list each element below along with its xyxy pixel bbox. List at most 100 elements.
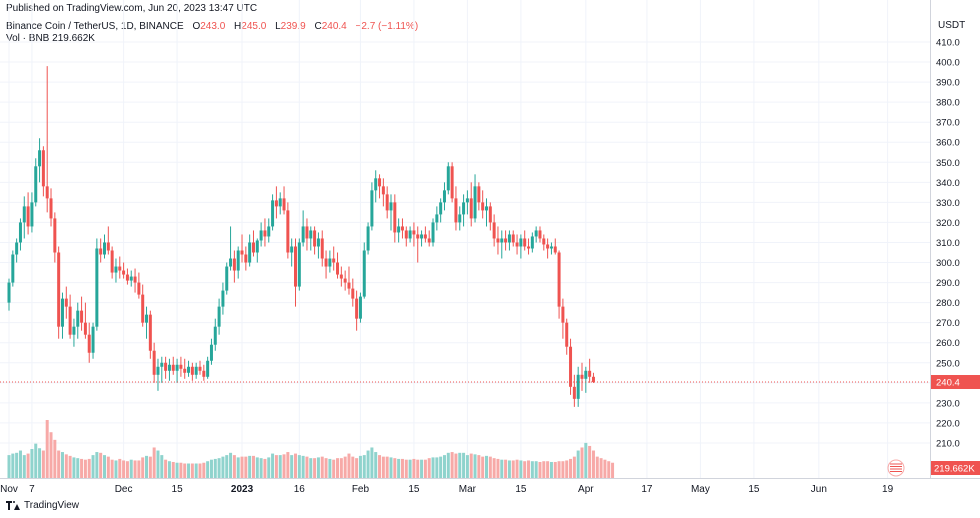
volume-value: 219.662K: [52, 33, 95, 44]
volume-bar: [553, 461, 557, 478]
candle-body: [297, 242, 301, 287]
volume-bar: [576, 450, 580, 478]
candle-body: [171, 364, 175, 371]
candle-body: [202, 370, 206, 377]
candle-body: [546, 244, 550, 249]
volume-bar: [530, 461, 534, 478]
volume-bar: [148, 456, 152, 478]
candle-body: [339, 274, 343, 279]
candle-body: [465, 198, 469, 203]
candle-body: [114, 266, 118, 273]
x-tick-label: Nov: [0, 484, 18, 495]
y-tick-label: 340.0: [936, 178, 960, 189]
candle-body: [83, 322, 87, 335]
volume-bar: [549, 461, 553, 478]
volume-bar: [194, 463, 198, 478]
low-label: L: [275, 21, 281, 32]
x-tick-label: Feb: [352, 484, 370, 495]
volume-bar: [607, 461, 611, 478]
volume-bar: [64, 454, 68, 478]
volume-bar: [488, 456, 492, 478]
volume-bar: [49, 432, 53, 478]
y-tick-label: 370.0: [936, 118, 960, 129]
volume-bar: [519, 460, 523, 478]
volume-bar: [454, 453, 458, 478]
volume-label[interactable]: Vol · BNB: [6, 33, 50, 44]
y-tick-label: 330.0: [936, 198, 960, 209]
volume-bar: [504, 459, 508, 478]
volume-bar: [404, 459, 408, 478]
volume-bar: [137, 460, 141, 478]
volume-bar: [26, 453, 30, 478]
volume-bar: [30, 449, 34, 478]
symbol-name[interactable]: Binance Coin / TetherUS, 1D, BINANCE: [6, 21, 184, 32]
volume-bar: [313, 458, 317, 478]
candle-body: [152, 350, 156, 375]
volume-bar: [45, 420, 49, 478]
volume-bar: [99, 452, 103, 478]
volume-bar: [381, 456, 385, 478]
candle-body: [313, 230, 317, 247]
y-tick-label: 230.0: [936, 398, 960, 409]
candle-body: [26, 206, 30, 227]
last-price-label: 240.4: [936, 378, 960, 389]
candle-body: [584, 370, 588, 379]
candle-body: [324, 258, 328, 267]
volume-bar: [41, 450, 45, 478]
candle-body: [148, 314, 152, 351]
candle-body: [125, 274, 129, 281]
volume-bar: [378, 455, 382, 478]
volume-bar: [389, 457, 393, 478]
volume-bar: [152, 447, 156, 478]
volume-bar: [297, 455, 301, 478]
y-tick-label: 310.0: [936, 238, 960, 249]
candle-body: [427, 238, 431, 243]
volume-bar: [240, 456, 244, 478]
candle-body: [255, 240, 259, 253]
candle-body: [137, 282, 141, 295]
x-tick-label: 15: [748, 484, 760, 495]
volume-bar: [164, 459, 168, 478]
y-tick-label: 270.0: [936, 318, 960, 329]
volume-bar: [167, 461, 171, 478]
x-tick-label: 19: [882, 484, 894, 495]
volume-bar: [435, 457, 439, 478]
candle-body: [565, 322, 569, 347]
volume-bar: [439, 456, 443, 478]
volume-bar: [442, 455, 446, 478]
volume-bar: [309, 458, 313, 478]
x-tick-label: 16: [294, 484, 306, 495]
volume-bar: [271, 453, 275, 478]
candle-body: [385, 194, 389, 211]
y-tick-label: 360.0: [936, 138, 960, 149]
candle-body: [110, 250, 114, 273]
x-tick-label: Jun: [811, 484, 827, 495]
candle-body: [248, 242, 252, 263]
close-value: 240.4: [321, 21, 347, 32]
volume-bar: [343, 456, 347, 478]
volume-bar: [431, 457, 435, 478]
volume-bar: [427, 458, 431, 478]
candle-body: [57, 252, 61, 327]
candle-body: [30, 202, 34, 227]
candle-body: [133, 276, 137, 283]
candle-body: [45, 186, 49, 199]
candle-body: [553, 246, 557, 253]
volume-bar: [374, 452, 378, 478]
volume-bar: [462, 452, 466, 478]
y-tick-label: 350.0: [936, 158, 960, 169]
volume-bar: [523, 461, 527, 478]
y-tick-label: 390.0: [936, 78, 960, 89]
volume-bar: [485, 455, 488, 478]
candle-body: [106, 242, 110, 251]
candle-body: [393, 202, 397, 233]
volume-badge-label: 219.662K: [934, 464, 975, 475]
x-tick-label: Mar: [459, 484, 477, 495]
candle-body: [80, 310, 84, 323]
volume-bar: [400, 458, 404, 478]
candle-body: [190, 366, 194, 375]
candle-body: [60, 298, 64, 327]
volume-bar: [80, 458, 84, 478]
candle-body: [240, 250, 244, 255]
